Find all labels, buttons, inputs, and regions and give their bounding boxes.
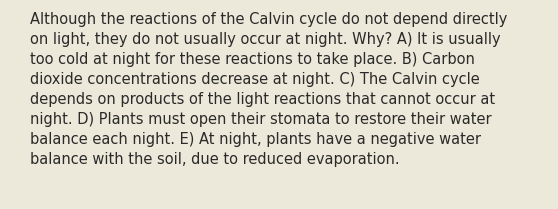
Text: Although the reactions of the Calvin cycle do not depend directly
on light, they: Although the reactions of the Calvin cyc… xyxy=(30,12,508,167)
